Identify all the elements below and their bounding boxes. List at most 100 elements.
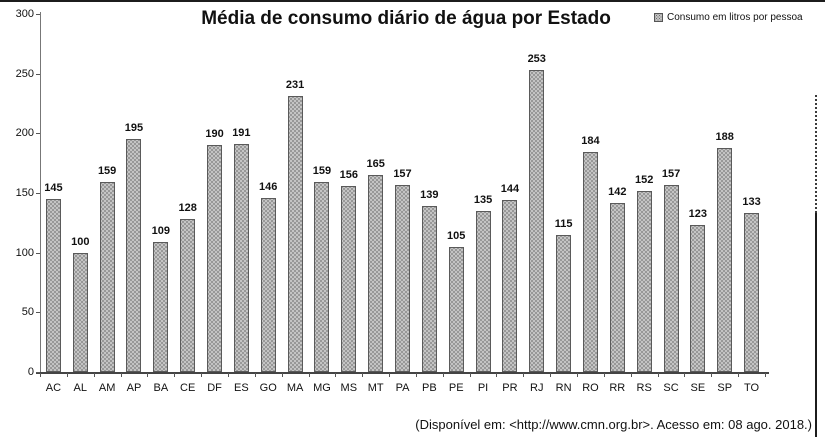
- y-axis-tick: [36, 312, 40, 314]
- bar: [556, 234, 572, 372]
- x-axis-label: RN: [555, 382, 572, 394]
- x-axis-label: ES: [234, 382, 249, 394]
- x-axis-tick: [362, 373, 364, 377]
- y-axis-tick-label: 200: [15, 127, 34, 140]
- x-axis-tick: [93, 373, 95, 377]
- x-axis-tick: [254, 373, 256, 377]
- bar: [260, 197, 276, 372]
- x-axis-tick: [415, 373, 417, 377]
- y-axis-tick: [36, 133, 40, 135]
- chart-legend: Consumo em litros por pessoa: [654, 12, 803, 23]
- x-axis-tick: [657, 373, 659, 377]
- bar-value-label: 128: [178, 202, 197, 215]
- y-axis-tick: [36, 372, 40, 373]
- bar-value-label: 159: [97, 165, 117, 178]
- bar: [341, 185, 357, 372]
- x-axis-tick: [630, 373, 632, 377]
- x-axis-label: GO: [259, 382, 277, 394]
- x-axis-label: DF: [207, 382, 222, 394]
- x-axis-label: AL: [73, 382, 87, 394]
- bar: [314, 182, 330, 372]
- y-axis-tick-label: 150: [15, 187, 34, 199]
- legend-label: Consumo em litros por pessoa: [667, 12, 803, 23]
- bar-value-label: 146: [259, 180, 278, 193]
- bar: [636, 190, 652, 372]
- bar: [72, 252, 88, 372]
- x-axis-tick: [442, 373, 444, 377]
- bar: [368, 175, 384, 372]
- x-axis-tick: [469, 373, 471, 377]
- bar: [690, 225, 706, 372]
- bar-value-label: 100: [71, 235, 90, 248]
- bar-value-label: 105: [447, 229, 466, 242]
- x-axis-label: AM: [98, 382, 116, 394]
- x-axis-tick: [40, 373, 41, 377]
- x-axis-label: SC: [663, 382, 679, 394]
- x-axis-label: SE: [690, 382, 706, 394]
- bar-value-label: 157: [661, 167, 681, 180]
- bar: [717, 147, 733, 372]
- x-axis-tick: [523, 373, 525, 377]
- x-axis-label: PE: [448, 382, 464, 394]
- bar-value-label: 123: [688, 208, 708, 221]
- x-axis-label: PI: [477, 382, 489, 394]
- x-axis-label: PR: [502, 382, 518, 394]
- x-axis-tick: [389, 373, 391, 377]
- y-axis-tick-label: 0: [27, 366, 34, 378]
- x-axis-label: MT: [367, 382, 384, 394]
- bar-value-label: 253: [527, 53, 546, 66]
- x-axis-label: MS: [340, 382, 358, 394]
- bar: [448, 246, 464, 372]
- x-axis-label: PB: [422, 382, 437, 394]
- x-axis-label: MA: [286, 382, 304, 394]
- x-axis-label: BA: [153, 382, 169, 394]
- x-axis-tick: [577, 373, 579, 377]
- bar: [233, 144, 249, 372]
- y-axis-tick: [36, 252, 40, 254]
- bar-value-label: 157: [393, 167, 412, 180]
- x-axis-tick: [201, 373, 203, 377]
- bar-value-label: 142: [608, 185, 627, 198]
- legend-marker-icon: [654, 13, 663, 22]
- x-axis-label: SP: [717, 382, 733, 394]
- chart-title: Média de consumo diário de água por Esta…: [201, 8, 611, 29]
- x-axis-label: AC: [45, 382, 62, 394]
- x-axis-label: RO: [582, 382, 599, 394]
- bar-value-label: 159: [312, 165, 332, 178]
- x-axis-label: CE: [180, 382, 196, 394]
- bar-value-label: 109: [151, 224, 170, 237]
- bar: [126, 139, 142, 372]
- x-axis-label: PA: [395, 382, 410, 394]
- y-axis-tick-label: 100: [15, 246, 34, 259]
- bar-value-label: 156: [339, 168, 358, 181]
- y-axis-tick: [36, 14, 40, 15]
- x-axis-tick: [308, 373, 310, 377]
- x-axis-tick: [281, 373, 283, 377]
- bar: [744, 213, 760, 372]
- y-axis-tick-label: 50: [21, 306, 34, 319]
- bar: [180, 219, 196, 372]
- x-axis-tick: [66, 373, 68, 377]
- bar: [582, 152, 598, 372]
- bar-value-label: 165: [366, 158, 385, 171]
- x-axis-label: RS: [636, 382, 652, 394]
- bar: [502, 200, 518, 372]
- x-axis-tick: [550, 373, 552, 377]
- bar-value-label: 145: [44, 181, 63, 194]
- bar-value-label: 191: [232, 127, 251, 140]
- bar-value-label: 190: [205, 128, 224, 141]
- bar-value-label: 188: [715, 130, 734, 143]
- bar: [45, 198, 61, 372]
- bar-value-label: 231: [285, 79, 305, 92]
- x-axis-label: MG: [313, 382, 331, 394]
- x-axis-label: RJ: [530, 382, 544, 394]
- bar-value-label: 135: [473, 193, 493, 206]
- bar: [395, 184, 410, 372]
- bar: [475, 210, 491, 372]
- x-axis-tick: [174, 373, 176, 377]
- y-axis-tick-label: 300: [15, 8, 34, 20]
- x-axis-tick: [684, 373, 686, 377]
- x-axis-line: [36, 372, 769, 374]
- bar-value-label: 152: [634, 173, 654, 186]
